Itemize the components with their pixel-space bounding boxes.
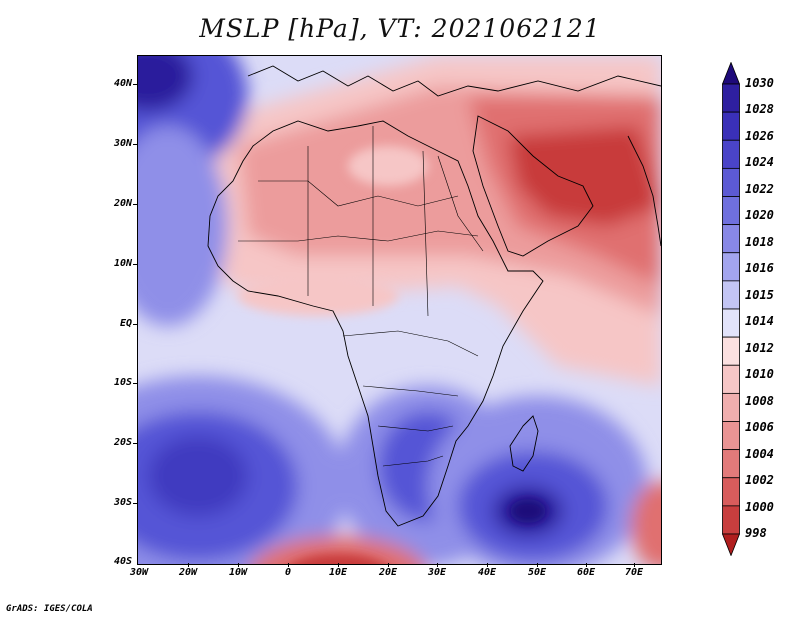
colorbar-label: 1020 bbox=[745, 208, 774, 223]
colorbar-swatch bbox=[722, 83, 740, 113]
colorbar-swatch bbox=[722, 252, 740, 282]
colorbar-label: 1028 bbox=[745, 102, 774, 117]
colorbar-swatch bbox=[722, 224, 740, 254]
lon-label: 30E bbox=[427, 567, 447, 578]
arabia-outline bbox=[472, 115, 594, 257]
lat-label: EQ bbox=[119, 318, 132, 329]
colorbar-label: 1030 bbox=[745, 76, 774, 90]
colorbar-label: 1026 bbox=[745, 128, 774, 143]
colorbar-swatch bbox=[722, 364, 740, 394]
colorbar-swatch bbox=[722, 280, 740, 310]
colorbar-swatch bbox=[722, 336, 740, 366]
colorbar-swatch bbox=[722, 167, 740, 197]
colorbar-swatch bbox=[722, 111, 740, 141]
lat-label: 30N bbox=[113, 138, 132, 149]
lat-label: 10N bbox=[113, 258, 132, 269]
colorbar-swatch bbox=[722, 421, 740, 451]
colorbar-top-arrow bbox=[722, 62, 740, 85]
lon-label: 50E bbox=[527, 567, 547, 578]
colorbar-label: 1022 bbox=[745, 181, 774, 196]
lat-tick bbox=[133, 383, 137, 384]
lat-tick bbox=[133, 324, 137, 325]
lon-tick bbox=[238, 563, 239, 567]
colorbar-label: 1002 bbox=[745, 473, 774, 488]
lon-tick bbox=[487, 563, 488, 567]
country-borders bbox=[238, 126, 484, 467]
colorbar-swatch bbox=[722, 139, 740, 169]
lon-label: 10E bbox=[328, 567, 348, 578]
colorbar-label: 1012 bbox=[745, 340, 774, 355]
india-coast bbox=[627, 135, 661, 247]
lon-tick bbox=[586, 563, 587, 567]
lon-tick bbox=[437, 563, 438, 567]
credit-text: GrADS: IGES/COLA bbox=[6, 604, 93, 614]
lat-label: 20N bbox=[113, 198, 132, 209]
colorbar-swatch bbox=[722, 196, 740, 226]
colorbar bbox=[722, 62, 740, 556]
lat-tick bbox=[133, 204, 137, 205]
colorbar-label: 1000 bbox=[745, 499, 774, 514]
lon-tick bbox=[288, 563, 289, 567]
colorbar-label: 1004 bbox=[745, 446, 774, 461]
africa-outline bbox=[207, 120, 544, 527]
map-canvas bbox=[138, 56, 661, 564]
mslp-map bbox=[137, 55, 662, 565]
lon-tick bbox=[388, 563, 389, 567]
colorbar-bottom-arrow bbox=[722, 533, 740, 556]
lat-tick bbox=[133, 443, 137, 444]
colorbar-label: 1015 bbox=[745, 287, 774, 302]
map-title: MSLP [hPa], VT: 2021062121 bbox=[199, 14, 601, 43]
lat-tick bbox=[133, 503, 137, 504]
colorbar-label: 1006 bbox=[745, 420, 774, 435]
lat-label: 30S bbox=[113, 497, 132, 508]
lat-tick bbox=[133, 264, 137, 265]
colorbar-label: 1018 bbox=[745, 234, 774, 249]
lon-label: 0 bbox=[284, 567, 292, 578]
colorbar-label: 1024 bbox=[745, 155, 774, 170]
lon-label: 30W bbox=[129, 567, 149, 578]
madagascar-outline bbox=[509, 415, 539, 472]
lat-label: 40S bbox=[113, 556, 132, 567]
colorbar-swatch bbox=[722, 477, 740, 507]
lon-label: 70E bbox=[624, 567, 644, 578]
colorbar-label: 998 bbox=[745, 526, 767, 540]
colorbar-swatch bbox=[722, 505, 740, 535]
lon-tick bbox=[338, 563, 339, 567]
coastlines bbox=[207, 65, 661, 527]
pressure-detail bbox=[238, 146, 546, 564]
lon-label: 20E bbox=[378, 567, 398, 578]
colorbar-label: 1016 bbox=[745, 261, 774, 276]
lat-label: 40N bbox=[113, 78, 132, 89]
lon-tick bbox=[188, 563, 189, 567]
lat-label: 20S bbox=[113, 437, 132, 448]
lat-tick bbox=[133, 144, 137, 145]
lon-tick bbox=[537, 563, 538, 567]
colorbar-label: 1010 bbox=[745, 367, 774, 382]
colorbar-label: 1014 bbox=[745, 314, 774, 329]
lat-label: 10S bbox=[113, 377, 132, 388]
colorbar-swatch bbox=[722, 449, 740, 479]
lon-label: 10W bbox=[228, 567, 248, 578]
pressure-field bbox=[138, 56, 661, 564]
lon-tick bbox=[634, 563, 635, 567]
europe-coast bbox=[247, 65, 661, 97]
colorbar-swatch bbox=[722, 392, 740, 422]
colorbar-label: 1008 bbox=[745, 393, 774, 408]
lon-label: 40E bbox=[477, 567, 497, 578]
colorbar-swatch bbox=[722, 308, 740, 338]
lat-tick bbox=[133, 84, 137, 85]
lon-label: 20W bbox=[178, 567, 198, 578]
lon-label: 60E bbox=[576, 567, 596, 578]
